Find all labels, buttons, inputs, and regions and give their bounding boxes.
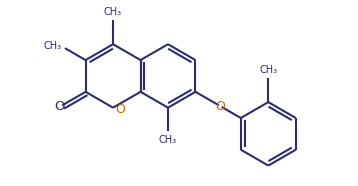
Text: CH₃: CH₃ <box>259 65 277 75</box>
Text: O: O <box>215 100 225 113</box>
Text: CH₃: CH₃ <box>44 41 62 51</box>
Text: CH₃: CH₃ <box>159 135 177 145</box>
Text: CH₃: CH₃ <box>104 7 122 17</box>
Text: O: O <box>54 100 65 113</box>
Text: O: O <box>116 103 125 116</box>
